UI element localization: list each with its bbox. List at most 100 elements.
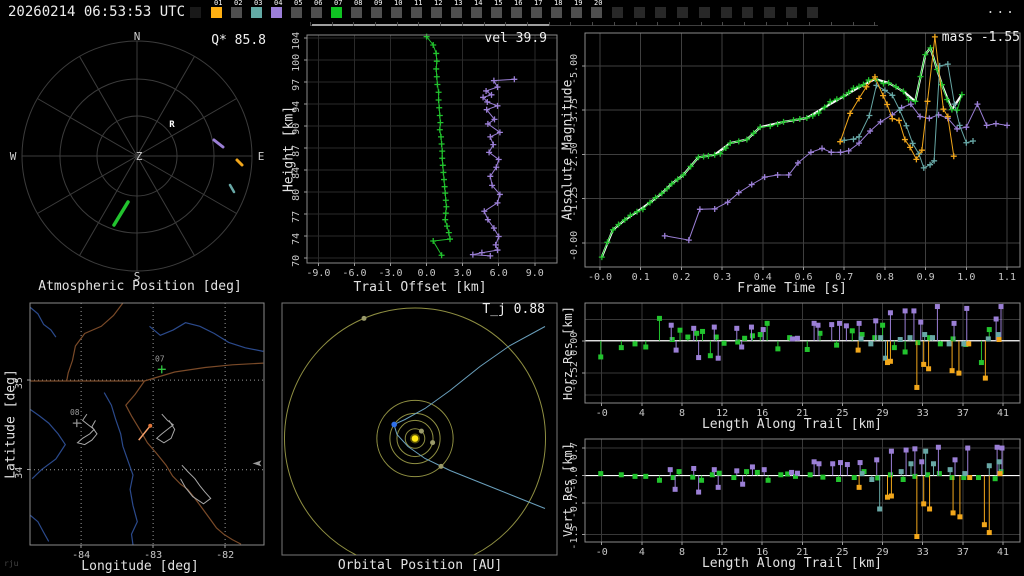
watermark: rju bbox=[4, 559, 19, 568]
ruler-tick bbox=[744, 22, 745, 26]
station-indicator-label: 08 bbox=[354, 0, 363, 7]
svg-text:16: 16 bbox=[756, 408, 768, 419]
station-indicator-20[interactable] bbox=[591, 7, 602, 18]
station-indicator-10[interactable] bbox=[391, 7, 402, 18]
station-indicator-label: 11 bbox=[414, 0, 423, 7]
station-indicator-04[interactable] bbox=[271, 7, 282, 18]
svg-text:33: 33 bbox=[917, 547, 929, 558]
station-indicator-17[interactable] bbox=[531, 7, 542, 18]
vert-res-plot: -0 4 8 12 16 21 25 29 33 37 41 0.7 -0.0 -0.7 -1.5 bbox=[569, 438, 1021, 558]
panel-ground-map: 07 08 -84 -83 -82 35 34 Longitude [deg] Latitu… bbox=[0, 298, 280, 576]
map-xlabel: Longitude [deg] bbox=[81, 559, 199, 574]
station-indicator-14[interactable] bbox=[471, 7, 482, 18]
station-indicator-blank-23[interactable] bbox=[655, 7, 667, 18]
svg-text:W: W bbox=[10, 150, 17, 163]
ruler-tick bbox=[549, 22, 550, 26]
station-indicator-05[interactable] bbox=[291, 7, 302, 18]
overflow-menu-icon[interactable]: ... bbox=[986, 2, 1016, 17]
svg-text:-82: -82 bbox=[216, 550, 234, 561]
station-indicator-label: 15 bbox=[494, 0, 503, 7]
svg-text:0.9: 0.9 bbox=[917, 272, 935, 283]
station-indicator-label: 13 bbox=[454, 0, 463, 7]
station-indicator-blank-28[interactable] bbox=[763, 7, 775, 18]
station-indicator-label: 20 bbox=[594, 0, 603, 7]
magnitude-xlabel: Frame Time [s] bbox=[737, 281, 847, 296]
ruler-tick bbox=[722, 22, 723, 26]
svg-text:104: 104 bbox=[291, 32, 302, 50]
svg-text:77: 77 bbox=[291, 211, 302, 223]
svg-text:0.6: 0.6 bbox=[794, 272, 812, 283]
station-indicator-02[interactable] bbox=[231, 7, 242, 18]
svg-text:0.2: 0.2 bbox=[672, 272, 690, 283]
ruler-tick bbox=[766, 22, 767, 26]
svg-text:R: R bbox=[169, 120, 175, 130]
ruler-tick bbox=[831, 22, 832, 26]
station-indicator-blank-24[interactable] bbox=[677, 7, 689, 18]
station-indicator-blank-21[interactable] bbox=[612, 7, 623, 18]
svg-text:1.1: 1.1 bbox=[998, 272, 1016, 283]
ruler-tick bbox=[592, 22, 593, 26]
station-ruler-active-range[interactable] bbox=[312, 24, 549, 26]
svg-text:-6.0: -6.0 bbox=[342, 268, 366, 279]
station-indicator-11[interactable] bbox=[411, 7, 422, 18]
ruler-tick bbox=[679, 22, 680, 26]
svg-text:33: 33 bbox=[917, 408, 929, 419]
svg-text:0.1: 0.1 bbox=[632, 272, 650, 283]
station-indicator-08[interactable] bbox=[351, 7, 362, 18]
svg-text:-9.0: -9.0 bbox=[306, 268, 330, 279]
station-indicator-blank-30[interactable] bbox=[807, 7, 819, 18]
orbit-title: Orbital Position [AU] bbox=[337, 558, 503, 573]
ruler-tick bbox=[657, 22, 658, 26]
panel-horz-res: -0 4 8 12 16 21 25 29 33 37 41 0.00 -0.52 Length Alo… bbox=[560, 295, 1024, 435]
svg-text:-1.5: -1.5 bbox=[569, 525, 580, 549]
height-ylabel: Height [km] bbox=[281, 105, 297, 193]
svg-text:-83: -83 bbox=[144, 550, 162, 561]
svg-text:E: E bbox=[258, 150, 265, 163]
ruler-tick bbox=[636, 22, 637, 26]
horz-res-xlabel: Length Along Trail [km] bbox=[701, 417, 882, 432]
station-indicator-blank-22[interactable] bbox=[633, 7, 645, 18]
svg-text:29: 29 bbox=[877, 547, 889, 558]
station-indicator-label: 06 bbox=[314, 0, 323, 7]
station-indicator-01[interactable] bbox=[211, 7, 222, 18]
svg-text:84: 84 bbox=[291, 167, 302, 179]
ruler-tick bbox=[462, 22, 463, 26]
svg-text:0.00: 0.00 bbox=[569, 332, 580, 356]
station-indicator-blank-25[interactable] bbox=[698, 7, 710, 18]
station-indicator-blank-27[interactable] bbox=[742, 7, 754, 18]
svg-text:-1.25: -1.25 bbox=[569, 187, 580, 217]
station-indicator-15[interactable] bbox=[491, 7, 502, 18]
station-indicator-09[interactable] bbox=[371, 7, 382, 18]
station-indicator-16[interactable] bbox=[511, 7, 522, 18]
svg-text:21: 21 bbox=[796, 408, 808, 419]
station-indicator-13[interactable] bbox=[451, 7, 462, 18]
svg-text:100: 100 bbox=[291, 54, 302, 72]
svg-text:25: 25 bbox=[836, 408, 848, 419]
mass-annotation: mass -1.55 bbox=[941, 30, 1020, 45]
station-indicator-blank-26[interactable] bbox=[720, 7, 732, 18]
station-indicator-12[interactable] bbox=[431, 7, 442, 18]
station-indicator-19[interactable] bbox=[571, 7, 582, 18]
station-ruler[interactable] bbox=[310, 25, 878, 26]
ruler-tick bbox=[332, 22, 333, 26]
svg-text:25: 25 bbox=[836, 547, 848, 558]
station-indicator-blank-29[interactable] bbox=[785, 7, 797, 18]
q-value-annotation: Q* 85.8 bbox=[211, 33, 266, 48]
ruler-tick bbox=[570, 22, 571, 26]
horz-res-ylabel: Horz Res [km] bbox=[561, 306, 575, 400]
svg-text:0.7: 0.7 bbox=[835, 272, 853, 283]
panel-orbit: T_j 0.88 Orbital Position [AU] bbox=[280, 298, 560, 576]
atmospheric-polar-plot: N S W E Z R bbox=[10, 30, 265, 283]
ruler-tick bbox=[353, 22, 354, 26]
vert-res-xlabel: Length Along Trail [km] bbox=[701, 556, 882, 571]
station-indicator-07[interactable] bbox=[331, 7, 342, 18]
station-indicator-06[interactable] bbox=[311, 7, 322, 18]
station-indicator-blank-0[interactable] bbox=[190, 7, 201, 18]
ruler-tick bbox=[505, 22, 506, 26]
station-indicator-label: 10 bbox=[394, 0, 403, 7]
station-indicator-18[interactable] bbox=[551, 7, 562, 18]
ruler-tick bbox=[484, 22, 485, 26]
ruler-tick bbox=[809, 22, 810, 26]
station-indicator-03[interactable] bbox=[251, 7, 262, 18]
